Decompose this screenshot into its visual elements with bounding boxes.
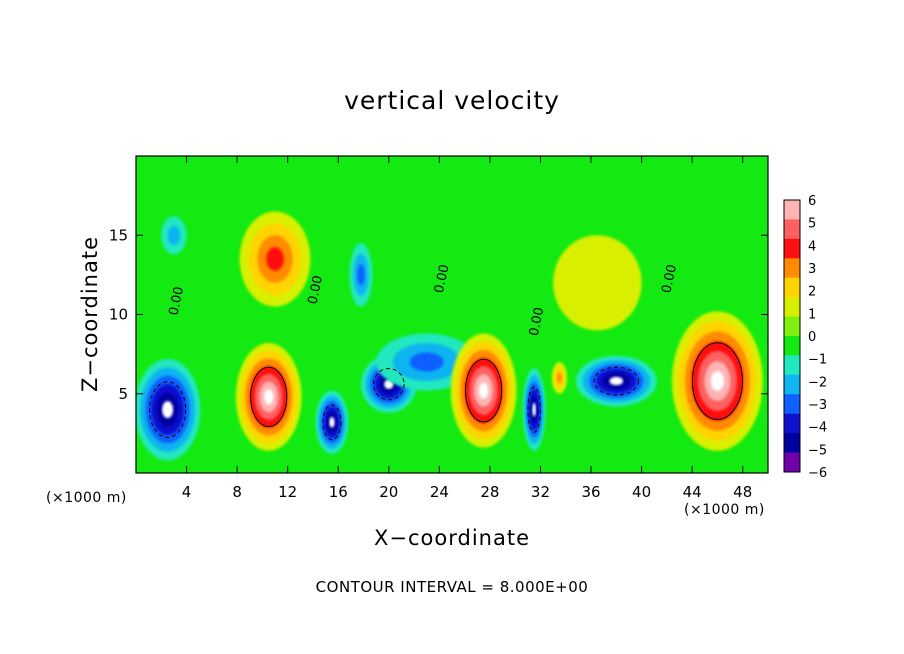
downdraft-cell-5 bbox=[167, 225, 181, 245]
downdraft-cell-3 bbox=[532, 402, 537, 417]
x-axis-label: X−coordinate bbox=[374, 526, 530, 550]
updraft-cell-4 bbox=[556, 372, 562, 384]
colorbar-label-6: 0 bbox=[808, 330, 816, 345]
colorbar-label-11: −5 bbox=[808, 443, 827, 458]
updraft-cell-0 bbox=[264, 389, 274, 405]
contour-line-4 bbox=[322, 404, 342, 441]
contour-line-0 bbox=[250, 366, 288, 428]
contour-line-1 bbox=[465, 358, 503, 423]
field-background bbox=[136, 156, 768, 473]
colorbar-swatch-7 bbox=[784, 336, 800, 356]
colorbar-swatch-3 bbox=[784, 258, 800, 279]
x-tick-label-4: 20 bbox=[379, 483, 398, 501]
chart-title: vertical velocity bbox=[344, 86, 560, 115]
contour-line-6 bbox=[527, 386, 541, 433]
y-tick-label-1: 10 bbox=[109, 306, 128, 324]
updraft-cell-1 bbox=[478, 382, 489, 399]
colorbar-label-12: −6 bbox=[808, 466, 827, 481]
colorbar-swatch-0 bbox=[784, 200, 800, 220]
colorbar-swatch-10 bbox=[784, 394, 800, 415]
x-tick-label-5: 24 bbox=[430, 483, 449, 501]
x-tick-label-7: 32 bbox=[531, 483, 550, 501]
contour-interval-note: CONTOUR INTERVAL = 8.000E+00 bbox=[315, 578, 589, 596]
colorbar-label-5: 1 bbox=[808, 307, 816, 322]
colorbar-label-10: −4 bbox=[808, 421, 827, 436]
x-unit-label-left: (×1000 m) bbox=[46, 490, 127, 506]
colorbar-swatch-11 bbox=[784, 413, 800, 434]
x-unit-label-right: (×1000 m) bbox=[684, 502, 765, 518]
colorbar-swatch-13 bbox=[784, 452, 800, 473]
x-tick-label-6: 28 bbox=[480, 483, 499, 501]
downdraft-cell-6 bbox=[357, 264, 365, 286]
x-tick-label-11: 48 bbox=[733, 483, 752, 501]
zero-contour-label-0: 0.00 bbox=[166, 285, 187, 316]
colorbar-label-2: 4 bbox=[808, 239, 816, 254]
contour-line-2 bbox=[691, 342, 743, 420]
zero-contour-label-4: 0.00 bbox=[659, 263, 680, 294]
colorbar-swatch-5 bbox=[784, 297, 800, 318]
colorbar-label-9: −3 bbox=[808, 398, 827, 413]
zero-contour-label-1: 0.00 bbox=[306, 274, 327, 305]
x-tick-label-10: 44 bbox=[683, 483, 702, 501]
downdraft-cell-0 bbox=[162, 401, 174, 419]
colorbar-swatch-12 bbox=[784, 433, 800, 454]
downdraft-cell-1 bbox=[329, 416, 335, 428]
colorbar-swatch-8 bbox=[784, 355, 800, 376]
contour-line-7 bbox=[593, 366, 640, 396]
downdraft-cell-4 bbox=[609, 376, 624, 386]
colorbar-swatch-4 bbox=[784, 277, 800, 298]
updraft-cell-3 bbox=[266, 247, 284, 271]
zero-contour-label-3: 0.00 bbox=[527, 306, 548, 337]
x-tick-label-0: 4 bbox=[182, 483, 192, 501]
contour-line-5 bbox=[373, 368, 405, 401]
y-tick-label-2: 15 bbox=[109, 226, 128, 244]
colorbar-label-8: −2 bbox=[808, 375, 827, 390]
x-tick-label-3: 16 bbox=[329, 483, 348, 501]
x-tick-label-2: 12 bbox=[278, 483, 297, 501]
field-cells bbox=[136, 211, 763, 461]
colorbar-label-3: 3 bbox=[808, 262, 816, 277]
contour-line-3 bbox=[149, 381, 187, 438]
colorbar-frame bbox=[783, 199, 801, 473]
downdraft-cell-7 bbox=[409, 352, 444, 372]
updraft-cell-2 bbox=[710, 371, 724, 392]
colorbar-swatch-1 bbox=[784, 219, 800, 240]
colorbar-label-1: 5 bbox=[808, 217, 816, 232]
colorbar-swatch-9 bbox=[784, 374, 800, 395]
updraft-cell-5 bbox=[553, 235, 642, 331]
colorbar-swatch-2 bbox=[784, 238, 800, 259]
colorbar-label-4: 2 bbox=[808, 285, 816, 300]
x-tick-label-8: 36 bbox=[581, 483, 600, 501]
x-tick-label-9: 40 bbox=[632, 483, 651, 501]
colorbar-label-0: 6 bbox=[808, 194, 816, 209]
colorbar-label-7: −1 bbox=[808, 353, 827, 368]
colorbar-swatch-6 bbox=[784, 316, 800, 337]
x-tick-label-1: 8 bbox=[232, 483, 242, 501]
zero-contour-label-2: 0.00 bbox=[432, 263, 453, 294]
y-tick-label-0: 5 bbox=[118, 385, 128, 403]
